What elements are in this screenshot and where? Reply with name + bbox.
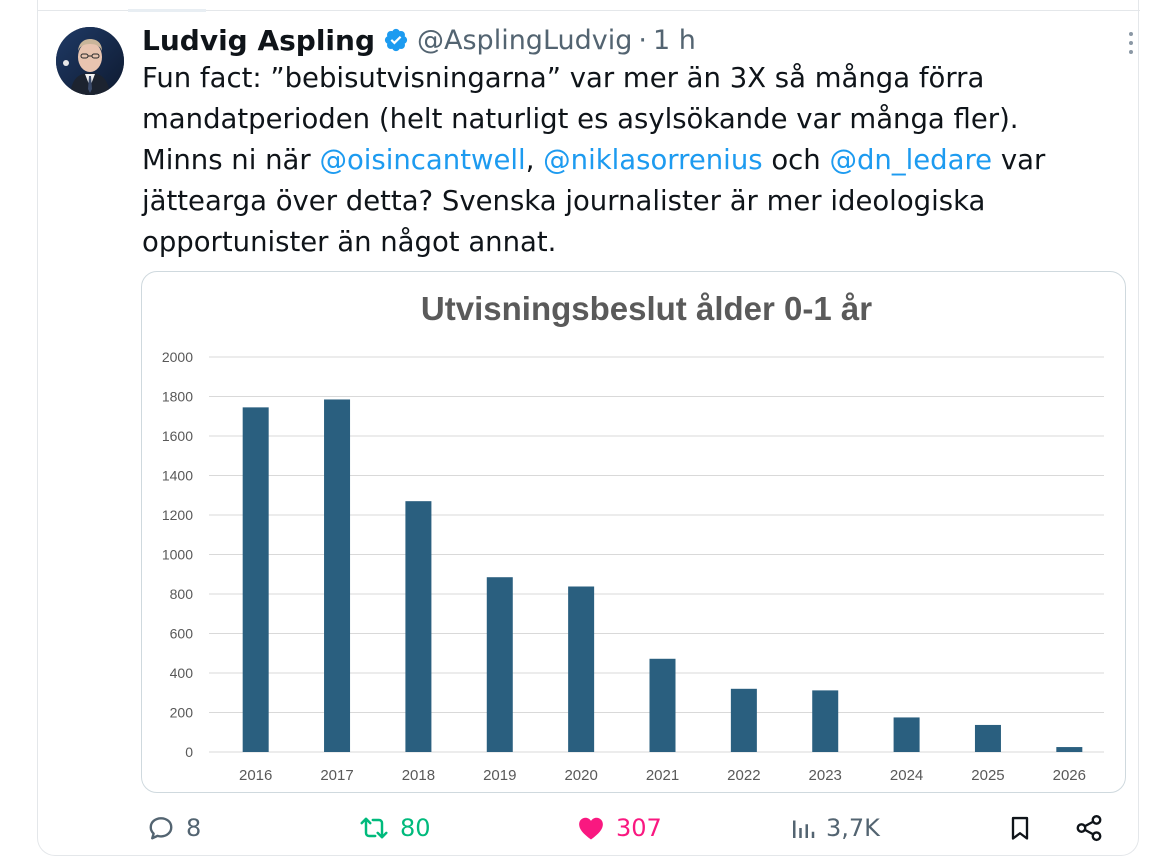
top-divider bbox=[38, 10, 1140, 11]
post-time[interactable]: 1 h bbox=[652, 24, 696, 56]
avatar-image bbox=[56, 27, 124, 95]
tweet-text: Fun fact: ”bebisutvisningarna” var mer ä… bbox=[142, 58, 1117, 263]
x-tick-label: 2018 bbox=[402, 767, 435, 784]
y-tick-label: 400 bbox=[170, 665, 194, 681]
tweet-text-line: jättearga över detta? Svenska journalist… bbox=[142, 181, 1117, 222]
verified-badge-icon bbox=[384, 28, 408, 52]
x-tick-label: 2022 bbox=[727, 767, 760, 784]
retweet-count: 80 bbox=[400, 814, 431, 842]
bar-2026 bbox=[1056, 747, 1083, 752]
bar-2016 bbox=[242, 407, 269, 752]
share-icon bbox=[1076, 814, 1102, 842]
x-tick-label: 2016 bbox=[239, 767, 272, 784]
share-button[interactable] bbox=[1074, 806, 1114, 850]
tweet-text-segment: mandatperioden (helt naturligt es asylsö… bbox=[142, 103, 1019, 135]
y-tick-label: 1000 bbox=[162, 547, 193, 563]
y-tick-label: 200 bbox=[170, 705, 194, 721]
retweet-icon bbox=[360, 817, 388, 839]
x-tick-label: 2026 bbox=[1053, 767, 1086, 784]
like-count: 307 bbox=[616, 814, 662, 842]
y-tick-label: 1800 bbox=[162, 389, 193, 405]
tweet-card[interactable] bbox=[37, 0, 1139, 856]
bar-2021 bbox=[649, 658, 676, 752]
tweet-text-segment: Minns ni när bbox=[142, 144, 320, 176]
tweet-text-line: Fun fact: ”bebisutvisningarna” var mer ä… bbox=[142, 58, 1117, 99]
y-tick-label: 1200 bbox=[162, 507, 193, 523]
x-tick-label: 2021 bbox=[646, 767, 679, 784]
bar-chart: Utvisningsbeslut ålder 0-1 år 0 200 400 600 8… bbox=[162, 290, 1104, 784]
bar-2018 bbox=[405, 501, 432, 752]
x-tick-label: 2019 bbox=[483, 767, 516, 784]
tweet-text-segment: och bbox=[762, 144, 830, 176]
views-button[interactable]: 3,7K bbox=[790, 806, 880, 850]
bar-2019 bbox=[486, 577, 513, 752]
tweet-text-segment: opportunister än något annat. bbox=[142, 226, 557, 258]
header-separator: · bbox=[638, 24, 647, 56]
tweet-text-segment: var bbox=[992, 144, 1046, 176]
y-tick-label: 800 bbox=[170, 586, 194, 602]
x-tick-label: 2020 bbox=[564, 767, 597, 784]
heart-icon bbox=[579, 817, 603, 840]
top-tab-indicator bbox=[128, 9, 206, 12]
y-tick-label: 600 bbox=[170, 626, 194, 642]
like-button[interactable]: 307 bbox=[576, 806, 662, 850]
views-count: 3,7K bbox=[826, 814, 880, 842]
bookmark-icon bbox=[1011, 816, 1029, 840]
reply-button[interactable]: 8 bbox=[146, 806, 201, 850]
bar-2023 bbox=[812, 690, 839, 752]
tweet-text-line: mandatperioden (helt naturligt es asylsö… bbox=[142, 99, 1117, 140]
y-tick-label: 0 bbox=[185, 744, 193, 760]
y-tick-label: 1600 bbox=[162, 428, 193, 444]
bookmark-button[interactable] bbox=[1006, 806, 1044, 850]
avatar[interactable] bbox=[56, 27, 124, 95]
y-tick-label: 1400 bbox=[162, 468, 193, 484]
retweet-button[interactable]: 80 bbox=[358, 806, 431, 850]
bar-2022 bbox=[730, 688, 757, 752]
tweet-header: Ludvig Aspling @AsplingLudvig · 1 h bbox=[142, 20, 696, 60]
chart-title: Utvisningsbeslut ålder 0-1 år bbox=[421, 290, 872, 327]
x-tick-label: 2017 bbox=[320, 767, 353, 784]
bar-2024 bbox=[893, 717, 920, 752]
x-tick-label: 2025 bbox=[971, 767, 1004, 784]
tweet-text-segment: Fun fact: ”bebisutvisningarna” var mer ä… bbox=[142, 62, 985, 94]
author-name[interactable]: Ludvig Aspling bbox=[142, 23, 376, 57]
bar-2020 bbox=[568, 586, 595, 752]
mention-link[interactable]: @niklasorrenius bbox=[543, 144, 763, 176]
x-tick-label: 2023 bbox=[809, 767, 842, 784]
tweet-text-line: Minns ni när @oisincantwell, @niklasorre… bbox=[142, 140, 1117, 181]
reply-count: 8 bbox=[186, 814, 202, 842]
mention-link[interactable]: @oisincantwell bbox=[319, 144, 526, 176]
analytics-icon bbox=[793, 820, 815, 838]
tweet-text-segment: jättearga över detta? Svenska journalist… bbox=[142, 185, 986, 217]
media-image[interactable]: Utvisningsbeslut ålder 0-1 år 0 200 400 600 8… bbox=[141, 271, 1126, 793]
bar-2017 bbox=[324, 399, 351, 752]
bar-2025 bbox=[974, 724, 1001, 752]
tweet-text-line: opportunister än något annat. bbox=[142, 222, 1117, 263]
mention-link[interactable]: @dn_ledare bbox=[829, 144, 993, 176]
reply-icon bbox=[149, 817, 173, 840]
y-tick-label: 2000 bbox=[162, 349, 193, 365]
action-bar: 8 80 307 3,7K bbox=[0, 806, 1160, 850]
more-options-icon[interactable] bbox=[1127, 32, 1135, 54]
author-handle[interactable]: @AsplingLudvig bbox=[417, 24, 633, 56]
tweet-text-segment: , bbox=[525, 144, 544, 176]
x-tick-label: 2024 bbox=[890, 767, 923, 784]
